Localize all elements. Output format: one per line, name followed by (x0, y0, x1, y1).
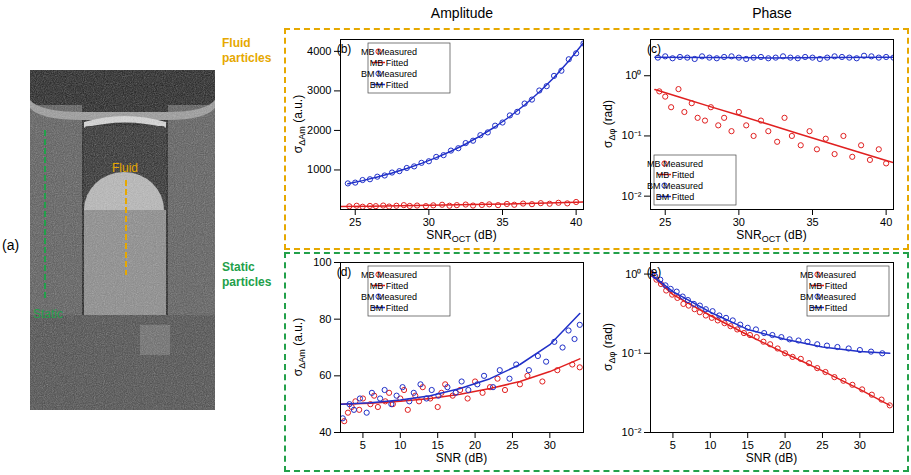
svg-text:25: 25 (659, 216, 671, 228)
svg-text:MB Fitted: MB Fitted (370, 281, 409, 291)
svg-text:Fluid: Fluid (112, 161, 138, 175)
svg-text:3000: 3000 (307, 84, 331, 96)
svg-text:35: 35 (806, 216, 818, 228)
svg-text:BM Measured: BM Measured (361, 69, 417, 79)
svg-text:4000: 4000 (307, 45, 331, 57)
svg-text:25: 25 (349, 216, 361, 228)
svg-text:BM Fitted: BM Fitted (370, 80, 409, 90)
svg-text:σΔφ (rad): σΔφ (rad) (601, 323, 617, 371)
svg-text:10: 10 (704, 439, 716, 451)
svg-text:15: 15 (742, 439, 754, 451)
svg-text:10⁻²: 10⁻² (622, 190, 642, 202)
svg-text:25: 25 (816, 439, 828, 451)
svg-text:BM Fitted: BM Fitted (656, 192, 695, 202)
svg-text:30: 30 (423, 216, 435, 228)
svg-text:σΔφ (rad): σΔφ (rad) (601, 100, 617, 148)
svg-text:BM Measured: BM Measured (647, 181, 703, 191)
svg-text:15: 15 (432, 439, 444, 451)
svg-text:80: 80 (319, 313, 331, 325)
svg-text:BM Measured: BM Measured (800, 292, 856, 302)
svg-text:10⁰: 10⁰ (625, 268, 641, 280)
svg-text:MB Measured: MB Measured (800, 270, 856, 280)
html-text:Fluid: Fluid (222, 36, 251, 50)
svg-text:Static: Static (33, 307, 63, 321)
svg-text:2000: 2000 (307, 124, 331, 136)
svg-text:10: 10 (394, 439, 406, 451)
svg-text:(d): (d) (337, 265, 352, 279)
svg-text:20: 20 (469, 439, 481, 451)
svg-text:25: 25 (506, 439, 518, 451)
html-text:Amplitude: Amplitude (430, 5, 494, 21)
svg-text:40: 40 (880, 216, 892, 228)
svg-text:5: 5 (670, 439, 676, 451)
html-text:Phase: Phase (752, 5, 792, 21)
svg-text:MB Fitted: MB Fitted (656, 170, 695, 180)
svg-text:MB Measured: MB Measured (647, 159, 703, 169)
svg-text:10⁻²: 10⁻² (622, 426, 642, 438)
svg-text:30: 30 (544, 439, 556, 451)
svg-text:30: 30 (733, 216, 745, 228)
svg-text:(a): (a) (2, 237, 19, 253)
svg-text:MB Fitted: MB Fitted (809, 281, 848, 291)
svg-text:SNROCT (dB): SNROCT (dB) (426, 228, 496, 244)
svg-text:σΔAm (a.u.): σΔAm (a.u.) (291, 95, 307, 153)
svg-text:BM Measured: BM Measured (361, 292, 417, 302)
svg-text:20: 20 (779, 439, 791, 451)
svg-text:10⁰: 10⁰ (625, 69, 641, 81)
svg-text:σΔAm (a.u.): σΔAm (a.u.) (291, 318, 307, 376)
svg-text:BM Fitted: BM Fitted (809, 303, 848, 313)
svg-text:MB Fitted: MB Fitted (370, 58, 409, 68)
svg-text:(e): (e) (647, 265, 662, 279)
html-text:particles: particles (222, 51, 272, 65)
svg-text:40: 40 (570, 216, 582, 228)
svg-text:SNROCT (dB): SNROCT (dB) (736, 228, 806, 244)
svg-text:MB Measured: MB Measured (361, 270, 417, 280)
svg-text:MB Measured: MB Measured (361, 47, 417, 57)
svg-text:40: 40 (319, 426, 331, 438)
svg-text:60: 60 (319, 369, 331, 381)
svg-text:SNR (dB): SNR (dB) (746, 451, 797, 465)
svg-text:SNR (dB): SNR (dB) (436, 451, 487, 465)
svg-text:1000: 1000 (307, 163, 331, 175)
svg-text:5: 5 (360, 439, 366, 451)
svg-text:BM Fitted: BM Fitted (370, 303, 409, 313)
svg-text:35: 35 (496, 216, 508, 228)
svg-text:10⁻¹: 10⁻¹ (622, 129, 642, 141)
svg-text:(c): (c) (647, 42, 661, 56)
svg-text:10⁻¹: 10⁻¹ (622, 347, 642, 359)
svg-text:100: 100 (313, 256, 331, 268)
html-text:Static: Static (222, 260, 255, 274)
html-text:particles: particles (222, 275, 272, 289)
svg-text:(b): (b) (337, 42, 352, 56)
svg-text:30: 30 (854, 439, 866, 451)
